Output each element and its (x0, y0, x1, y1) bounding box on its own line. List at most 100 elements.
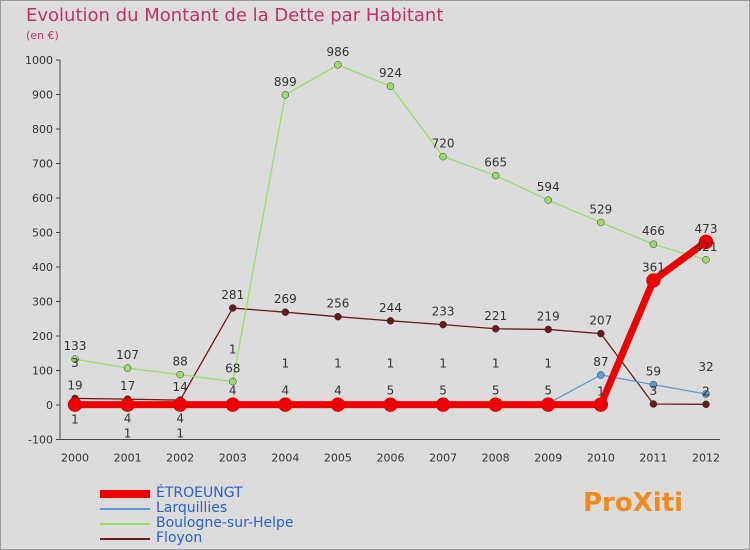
data-label: 529 (589, 202, 612, 216)
data-label: 899 (274, 75, 297, 89)
data-label: 1 (597, 385, 605, 399)
data-point (172, 397, 188, 412)
data-label: 1 (282, 357, 290, 371)
data-label: 924 (379, 66, 402, 80)
data-label: 2 (702, 384, 710, 398)
data-label: 665 (484, 156, 507, 170)
legend-swatch (100, 522, 150, 525)
x-tick-label: 2005 (324, 452, 352, 465)
data-point (488, 397, 503, 412)
data-label: 361 (642, 260, 665, 274)
legend-swatch (100, 507, 150, 510)
x-tick-label: 2009 (534, 452, 562, 465)
y-tick-label: 100 (32, 365, 53, 378)
data-point (649, 380, 658, 389)
data-point (281, 308, 290, 316)
data-point (334, 61, 342, 69)
data-point (334, 312, 342, 321)
x-tick-label: 2012 (692, 452, 720, 465)
data-point (71, 355, 79, 363)
data-label: 3 (650, 384, 658, 398)
data-label: 4 (282, 384, 290, 398)
y-tick-label: -100 (28, 434, 53, 447)
data-point (649, 400, 658, 408)
y-tick-label: 500 (32, 227, 53, 240)
data-point (386, 317, 395, 325)
data-label: 986 (326, 45, 349, 59)
x-tick-label: 2000 (61, 452, 89, 465)
data-point (439, 320, 447, 329)
legend-label: Boulogne-sur-Helpe (156, 515, 294, 531)
data-label: 4 (334, 384, 342, 398)
legend-item: Boulogne-sur-Helpe (100, 516, 294, 531)
data-label: 1 (544, 357, 552, 371)
y-tick-label: 800 (32, 123, 53, 136)
legend-label: Larquillies (156, 500, 228, 516)
data-label: 720 (432, 137, 455, 151)
data-point (330, 397, 346, 412)
data-point (597, 371, 605, 379)
data-point (597, 218, 605, 227)
series-line (74, 64, 707, 383)
data-label: 5 (544, 383, 552, 397)
y-tick-label: 900 (32, 89, 53, 102)
data-label: 5 (439, 383, 447, 397)
data-label: 1 (176, 427, 184, 441)
data-label: 1 (334, 357, 342, 371)
data-label: 32 (698, 360, 713, 374)
data-point (281, 91, 290, 99)
y-tick-label: 700 (32, 158, 53, 171)
data-label: 14 (173, 380, 188, 394)
data-point (435, 397, 451, 412)
data-point (649, 240, 658, 248)
data-label: 244 (379, 301, 402, 315)
chart-title: Evolution du Montant de la Dette par Hab… (26, 5, 444, 26)
x-tick-label: 2010 (587, 452, 615, 465)
legend-swatch (100, 537, 150, 540)
x-tick-label: 2011 (639, 452, 667, 465)
x-tick-label: 2004 (271, 452, 299, 465)
y-tick-label: 200 (32, 330, 53, 343)
legend-item: Larquillies (100, 501, 227, 516)
x-tick-label: 2008 (482, 452, 510, 465)
data-point (544, 325, 552, 334)
data-label: 87 (593, 355, 608, 369)
data-point (541, 397, 556, 412)
x-tick-label: 2006 (377, 452, 405, 465)
data-point (383, 397, 398, 412)
data-point (229, 377, 237, 386)
legend-item: ÉTROEUNGT (100, 486, 243, 501)
data-label: 4 (176, 412, 184, 426)
data-point (702, 256, 710, 264)
x-tick-label: 2002 (166, 452, 194, 465)
data-label: 5 (492, 383, 500, 397)
data-label: 281 (221, 288, 244, 302)
data-label: 233 (432, 305, 455, 319)
y-tick-label: 600 (32, 192, 53, 205)
data-point (544, 196, 552, 204)
data-label: 473 (695, 222, 718, 236)
x-tick-label: 2007 (429, 452, 457, 465)
data-label: 19 (67, 378, 82, 392)
y-tick-label: 0 (46, 399, 53, 412)
data-label: 17 (120, 379, 135, 393)
data-label: 68 (225, 362, 240, 376)
data-point (646, 273, 661, 288)
data-label: 1 (439, 357, 447, 371)
x-tick-label: 2001 (114, 452, 142, 465)
data-label: 4 (229, 384, 237, 398)
data-label: 4 (124, 412, 132, 426)
legend-item: Floyon (100, 531, 202, 546)
data-label: 1 (229, 343, 237, 357)
data-label: 466 (642, 224, 665, 238)
data-label: 1 (492, 357, 500, 371)
data-point (229, 304, 237, 312)
data-label: 421 (695, 240, 718, 254)
legend-swatch (100, 489, 150, 498)
data-point (491, 325, 500, 333)
data-point (386, 82, 395, 90)
data-point (597, 329, 605, 338)
data-point (225, 397, 240, 412)
y-tick-label: 300 (32, 296, 53, 309)
